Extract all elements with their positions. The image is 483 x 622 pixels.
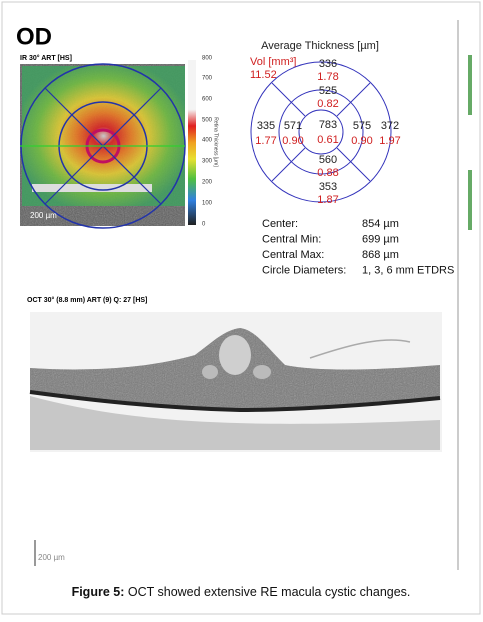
colorbar xyxy=(188,60,196,225)
etdrs-grid xyxy=(250,61,392,203)
sector-thickness: 525 xyxy=(319,85,337,97)
edge-strip xyxy=(468,170,472,230)
sector-volume: 1.77 xyxy=(255,135,276,147)
sector-thickness: 336 xyxy=(319,58,337,70)
colorbar-tick: 100 xyxy=(202,201,213,207)
sector-thickness: 560 xyxy=(319,154,337,166)
sector-thickness: 335 xyxy=(257,120,275,132)
volume-label: Vol [mm³] xyxy=(250,56,296,68)
sector-volume: 0.61 xyxy=(317,134,338,146)
caption: Figure 5: OCT showed extensive RE macula… xyxy=(72,585,411,599)
stat-value: 699 µm xyxy=(362,233,399,245)
stat-value: 1, 3, 6 mm ETDRS xyxy=(362,264,454,276)
sector-thickness: 575 xyxy=(353,120,371,132)
oct-label: OCT 30° (8.8 mm) ART (9) Q: 27 [HS] xyxy=(27,296,147,304)
sector-thickness: 571 xyxy=(284,120,302,132)
sector-volume: 0.90 xyxy=(351,135,372,147)
sector-volume: 0.90 xyxy=(282,135,303,147)
colorbar-tick: 300 xyxy=(202,159,213,165)
stat-label: Central Min: xyxy=(262,233,321,245)
fundus-image xyxy=(20,63,186,229)
sector-thickness: 783 xyxy=(319,119,337,131)
stat-value: 854 µm xyxy=(362,218,399,230)
eye-label: OD xyxy=(16,23,52,50)
sector-volume: 0.88 xyxy=(317,167,338,179)
fundus-label: IR 30° ART [HS] xyxy=(20,54,72,62)
stat-value: 868 µm xyxy=(362,249,399,261)
edge-strip xyxy=(468,55,472,115)
sector-volume: 1.78 xyxy=(317,71,338,83)
colorbar-title: Retina Thickness [µm] xyxy=(213,117,219,167)
colorbar-tick: 600 xyxy=(202,97,213,103)
map-title: Average Thickness [µm] xyxy=(261,40,379,52)
sector-thickness: 353 xyxy=(319,181,337,193)
sector-volume: 1.97 xyxy=(379,135,400,147)
sector-volume: 1.87 xyxy=(317,194,338,206)
colorbar-tick: 700 xyxy=(202,76,213,82)
sector-volume: 0.82 xyxy=(317,98,338,110)
caption-text: OCT showed extensive RE macula cystic ch… xyxy=(128,585,411,599)
colorbar-tick: 800 xyxy=(202,56,213,62)
stat-label: Central Max: xyxy=(262,249,324,261)
total-volume: 11.52 xyxy=(250,69,277,81)
oct-image xyxy=(29,312,442,452)
colorbar-tick: 200 xyxy=(202,180,213,186)
colorbar-tick: 500 xyxy=(202,118,213,124)
caption-label: Figure 5: xyxy=(72,585,125,599)
stat-label: Circle Diameters: xyxy=(262,264,346,276)
colorbar-tick: 0 xyxy=(202,222,206,228)
oct-scale: 200 µm xyxy=(38,553,65,562)
stat-label: Center: xyxy=(262,218,298,230)
fundus-scale: 200 µm xyxy=(30,211,57,220)
sector-thickness: 372 xyxy=(381,120,399,132)
colorbar-tick: 400 xyxy=(202,138,213,144)
